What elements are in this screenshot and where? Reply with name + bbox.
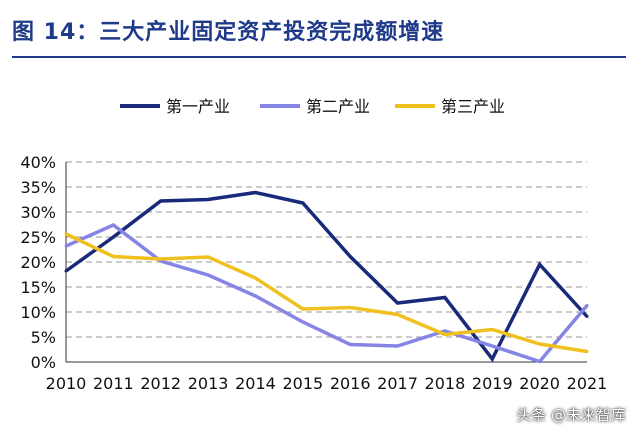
y-tick-label: 20%: [20, 253, 56, 272]
data-point: [348, 255, 352, 258]
x-tick-label: 2011: [93, 374, 134, 393]
legend-label-1: 第一产业: [166, 97, 230, 116]
series-line-1: [64, 190, 589, 363]
y-tick-label: 40%: [20, 153, 56, 172]
watermark: 头条 @未来智库: [516, 406, 626, 424]
data-point: [253, 294, 257, 298]
y-tick-label: 25%: [20, 228, 56, 247]
x-tick-label: 2017: [377, 374, 418, 393]
data-point: [538, 263, 542, 266]
axes: [65, 162, 587, 363]
legend-label-3: 第三产业: [441, 97, 505, 116]
data-point: [538, 360, 542, 363]
gridlines: [66, 161, 587, 338]
data-point: [348, 306, 352, 309]
y-tick-label: 35%: [20, 178, 56, 197]
x-tick-label: 2010: [46, 374, 87, 393]
data-point: [159, 257, 163, 261]
page-title: 图 14：三大产业固定资产投资完成额增速: [12, 20, 445, 45]
y-tick-label: 5%: [31, 328, 56, 347]
x-tick-label: 2013: [188, 374, 229, 393]
data-point: [64, 232, 68, 236]
data-point: [443, 333, 447, 336]
x-axis-ticks: 2010 2011 2012 2013 2014 2015 2016 2017 2018 2019…: [46, 374, 608, 393]
y-axis-ticks: 0% 5% 10% 15% 20% 25% 30% 35% 40%: [20, 153, 56, 372]
x-tick-label: 2021: [567, 374, 608, 393]
data-point: [111, 223, 115, 227]
legend: 第一产业 第二产业 第三产业: [120, 97, 505, 116]
data-point: [111, 235, 115, 239]
data-point: [64, 269, 68, 273]
series-lines: [64, 190, 589, 364]
x-tick-label: 2014: [235, 374, 276, 393]
data-point: [396, 301, 400, 305]
legend-label-2: 第二产业: [306, 97, 370, 116]
data-point: [111, 255, 115, 258]
y-tick-label: 0%: [31, 353, 56, 372]
y-tick-label: 15%: [20, 278, 56, 297]
data-point: [301, 307, 305, 311]
data-point: [443, 329, 447, 333]
data-point: [585, 315, 589, 318]
series-line-2: [65, 222, 589, 364]
data-point: [206, 198, 210, 201]
data-point: [585, 304, 589, 307]
data-point: [253, 276, 257, 280]
x-tick-label: 2016: [330, 374, 371, 393]
x-tick-label: 2018: [425, 374, 466, 393]
data-point: [490, 328, 494, 331]
data-point: [64, 244, 68, 248]
data-point: [301, 201, 305, 205]
data-point: [301, 320, 305, 324]
data-point: [396, 344, 400, 348]
y-tick-label: 10%: [20, 303, 56, 322]
x-tick-label: 2012: [140, 374, 181, 393]
x-tick-label: 2015: [282, 374, 323, 393]
data-point: [206, 255, 210, 259]
y-tick-label: 30%: [20, 203, 56, 222]
data-point: [348, 343, 352, 346]
data-point: [159, 199, 163, 203]
data-point: [490, 357, 494, 361]
data-point: [206, 273, 210, 277]
x-tick-label: 2019: [472, 374, 513, 393]
x-tick-label: 2020: [519, 374, 560, 393]
data-point: [443, 296, 447, 299]
data-point: [396, 313, 400, 316]
data-point: [585, 350, 589, 353]
data-point: [490, 344, 494, 348]
series-line-3: [65, 232, 588, 354]
title-divider: [12, 56, 626, 58]
data-point: [253, 191, 257, 194]
data-point: [538, 342, 542, 346]
